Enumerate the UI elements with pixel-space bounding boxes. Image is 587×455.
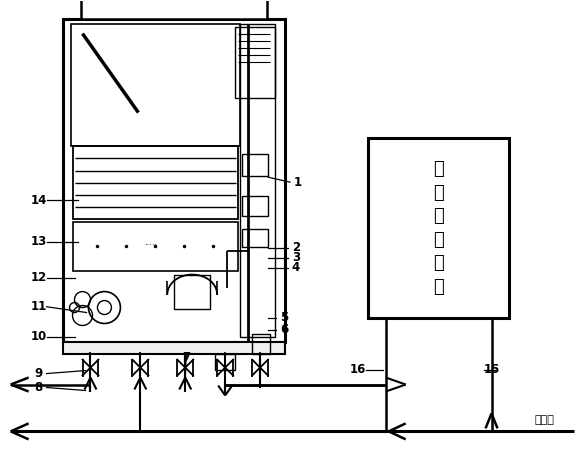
Text: 太
阳
能
蓄
水
器: 太 阳 能 蓄 水 器	[433, 160, 444, 296]
Text: 7: 7	[182, 351, 190, 364]
Bar	[235, 26, 275, 98]
Text: 6: 6	[280, 323, 288, 336]
Bar	[242, 228, 268, 247]
Text: 自来水: 自来水	[535, 415, 554, 425]
Bar	[73, 147, 238, 219]
Bar	[174, 274, 210, 309]
Text: 1: 1	[294, 176, 302, 189]
Bar	[242, 196, 268, 216]
Bar	[73, 222, 238, 271]
Text: 12: 12	[31, 271, 47, 284]
Bar	[63, 19, 285, 342]
Bar	[215, 354, 235, 369]
Text: 5: 5	[280, 311, 288, 324]
Bar	[63, 342, 285, 354]
Text: 4: 4	[292, 261, 300, 274]
Bar	[368, 138, 510, 318]
Text: 3: 3	[292, 252, 300, 264]
Bar	[80, 0, 267, 19]
Text: 10: 10	[31, 330, 47, 343]
Text: 13: 13	[31, 235, 47, 248]
Bar	[242, 154, 268, 176]
Text: 8: 8	[35, 381, 43, 394]
Bar	[70, 24, 240, 147]
Text: ·····: ·····	[144, 241, 157, 250]
Text: 16: 16	[350, 363, 366, 376]
Bar	[252, 334, 270, 354]
Text: 11: 11	[31, 300, 47, 313]
Text: 14: 14	[31, 193, 47, 207]
Text: 15: 15	[483, 363, 500, 376]
Text: 2: 2	[292, 242, 300, 254]
Bar	[240, 24, 275, 337]
Text: 9: 9	[35, 367, 43, 380]
